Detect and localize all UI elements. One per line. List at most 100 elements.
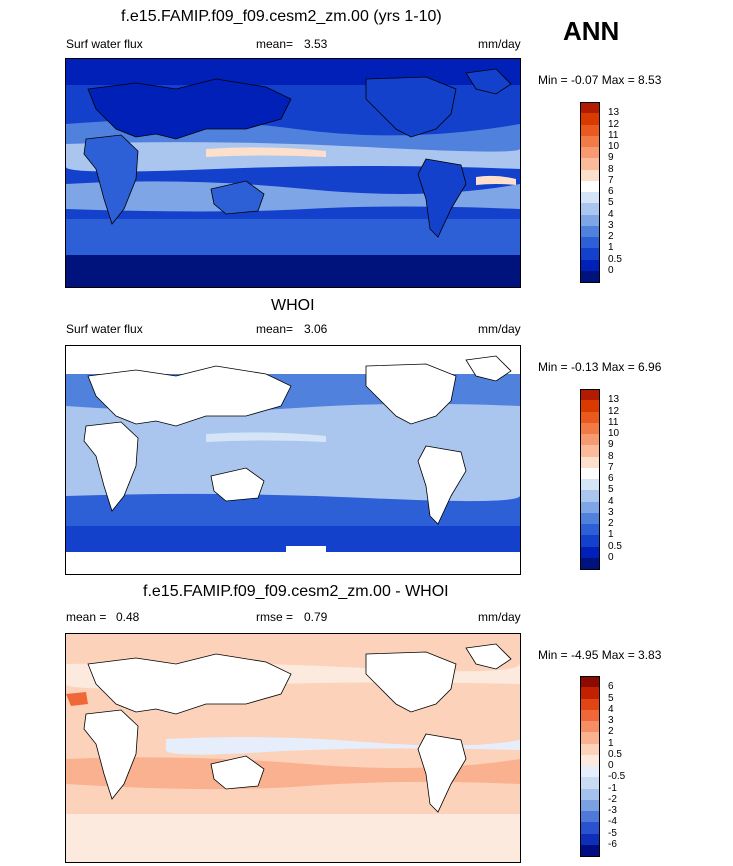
colorbar-swatch bbox=[580, 147, 600, 159]
obs-land-australia bbox=[210, 467, 265, 502]
model-itcz-peak bbox=[206, 147, 326, 157]
obs-missing-ice bbox=[286, 546, 326, 556]
model-land-australia bbox=[210, 180, 265, 215]
colorbar-label: 1 bbox=[608, 529, 614, 541]
colorbar-swatch bbox=[580, 192, 600, 204]
obs-land-south-america bbox=[417, 445, 467, 525]
obs-land-greenland bbox=[465, 355, 512, 382]
colorbar-swatch bbox=[580, 180, 600, 193]
colorbar-label: 0 bbox=[608, 551, 614, 563]
colorbar-swatch bbox=[580, 124, 600, 137]
panel-model-units: mm/day bbox=[478, 37, 521, 51]
panel-obs-title: WHOI bbox=[271, 297, 315, 314]
colorbar-swatch bbox=[580, 411, 600, 424]
model-land-south-america bbox=[417, 158, 467, 238]
colorbar-swatch bbox=[580, 709, 600, 722]
colorbar-label: -6 bbox=[608, 838, 617, 850]
colorbar-swatch bbox=[580, 535, 600, 547]
colorbar-label: -4 bbox=[608, 816, 617, 828]
panel-diff-rmse-label: rmse = bbox=[256, 610, 294, 624]
colorbar-swatch bbox=[580, 754, 600, 767]
colorbar-swatch bbox=[580, 732, 600, 744]
panel-obs-mean-value: 3.06 bbox=[304, 322, 328, 336]
diff-land-eurasia bbox=[87, 653, 292, 715]
panel-diff-mean-label: mean = bbox=[66, 610, 107, 624]
panel-obs-map-svg bbox=[66, 346, 520, 574]
colorbar-swatch bbox=[580, 501, 600, 514]
diff-land-greenland bbox=[465, 643, 512, 670]
colorbar-label: -3 bbox=[608, 805, 617, 816]
colorbar-label: 5 bbox=[608, 484, 614, 496]
panel-obs-mean-label: mean= bbox=[256, 322, 294, 336]
model-southern-subtropics bbox=[66, 181, 520, 212]
colorbar-label: 10 bbox=[608, 141, 620, 152]
colorbar-swatch bbox=[580, 676, 600, 688]
colorbar-swatch bbox=[580, 479, 600, 491]
colorbar-swatch bbox=[580, 698, 600, 711]
colorbar-label: 7 bbox=[608, 174, 614, 186]
panel-obs-map bbox=[65, 345, 521, 575]
colorbar-label: 4 bbox=[608, 703, 614, 715]
diff-equatorial-deficit bbox=[166, 737, 520, 755]
colorbar-swatch bbox=[580, 225, 600, 238]
colorbar-label: 3 bbox=[608, 715, 614, 726]
model-land-north-america bbox=[365, 76, 457, 138]
obs-land-eurasia bbox=[87, 365, 292, 427]
panel-diff-mean-value: 0.48 bbox=[116, 610, 140, 624]
colorbar-label: 5 bbox=[608, 197, 614, 209]
colorbar-label: -0.5 bbox=[608, 771, 626, 783]
panel-diff-map bbox=[65, 633, 521, 863]
colorbar-label: 6 bbox=[608, 681, 614, 693]
colorbar-swatch bbox=[580, 788, 600, 801]
panel-diff-title: f.e15.FAMIP.f09_f09.cesm2_zm.00 - WHOI bbox=[143, 583, 449, 600]
panel-model-title: f.e15.FAMIP.f09_f09.cesm2_zm.00 (yrs 1-1… bbox=[121, 8, 442, 25]
colorbar-swatch bbox=[580, 822, 600, 834]
colorbar-label: 5 bbox=[608, 692, 614, 704]
colorbar-swatch bbox=[580, 169, 600, 182]
obs-itcz bbox=[206, 432, 326, 442]
model-southern-band bbox=[66, 219, 520, 255]
obs-land-north-america bbox=[365, 363, 457, 425]
model-land-eurasia bbox=[87, 78, 292, 140]
colorbar-swatch bbox=[580, 811, 600, 823]
colorbar-swatch bbox=[580, 687, 600, 699]
colorbar-label: -5 bbox=[608, 827, 617, 839]
model-antarctic-band bbox=[66, 254, 520, 287]
colorbar-label: 7 bbox=[608, 461, 614, 473]
colorbar-swatch bbox=[580, 777, 600, 789]
colorbar-label: 8 bbox=[608, 163, 614, 175]
diff-land-australia bbox=[210, 755, 265, 790]
panel-obs-units: mm/day bbox=[478, 322, 521, 336]
colorbar-swatch bbox=[580, 389, 600, 401]
colorbar-label: 9 bbox=[608, 439, 614, 451]
colorbar-label: 2 bbox=[608, 726, 614, 738]
colorbar-label: 8 bbox=[608, 450, 614, 462]
colorbar-swatch bbox=[580, 102, 600, 114]
colorbar-label: 0.5 bbox=[608, 253, 622, 265]
colorbar-swatch bbox=[580, 467, 600, 480]
panel-model-map bbox=[65, 58, 521, 288]
colorbar-swatch bbox=[580, 248, 600, 260]
season-label: ANN bbox=[563, 16, 620, 46]
colorbar-swatch bbox=[580, 259, 600, 272]
colorbar-swatch bbox=[580, 237, 600, 249]
colorbar-label: 0.5 bbox=[608, 748, 622, 760]
colorbar-label: 11 bbox=[608, 129, 619, 141]
colorbar-swatch bbox=[580, 833, 600, 846]
colorbar-label: 6 bbox=[608, 473, 614, 484]
colorbar-label: 0 bbox=[608, 264, 614, 276]
colorbar-label: 2 bbox=[608, 518, 614, 529]
panel-diff-minmax: Min = -4.95 Max = 3.83 bbox=[538, 648, 662, 662]
colorbar-label: 3 bbox=[608, 506, 614, 518]
colorbar-swatch bbox=[580, 557, 600, 570]
colorbar-label: 1 bbox=[608, 242, 614, 254]
panel-model-mean-label: mean= bbox=[256, 37, 294, 51]
panel-obs-colorbar: 13 12 11 10 9 8 7 6 5 4 3 2 1 0.5 0 bbox=[580, 389, 622, 570]
panel-diff-map-svg bbox=[66, 634, 520, 862]
colorbar-swatch bbox=[580, 214, 600, 227]
colorbar-swatch bbox=[580, 456, 600, 469]
colorbar-swatch bbox=[580, 434, 600, 446]
panel-model-colorbar: 13 12 11 10 9 8 7 6 5 4 3 2 1 0.5 0 bbox=[580, 102, 622, 283]
colorbar-label: 13 bbox=[608, 107, 620, 119]
panel-model-map-svg bbox=[66, 59, 520, 287]
